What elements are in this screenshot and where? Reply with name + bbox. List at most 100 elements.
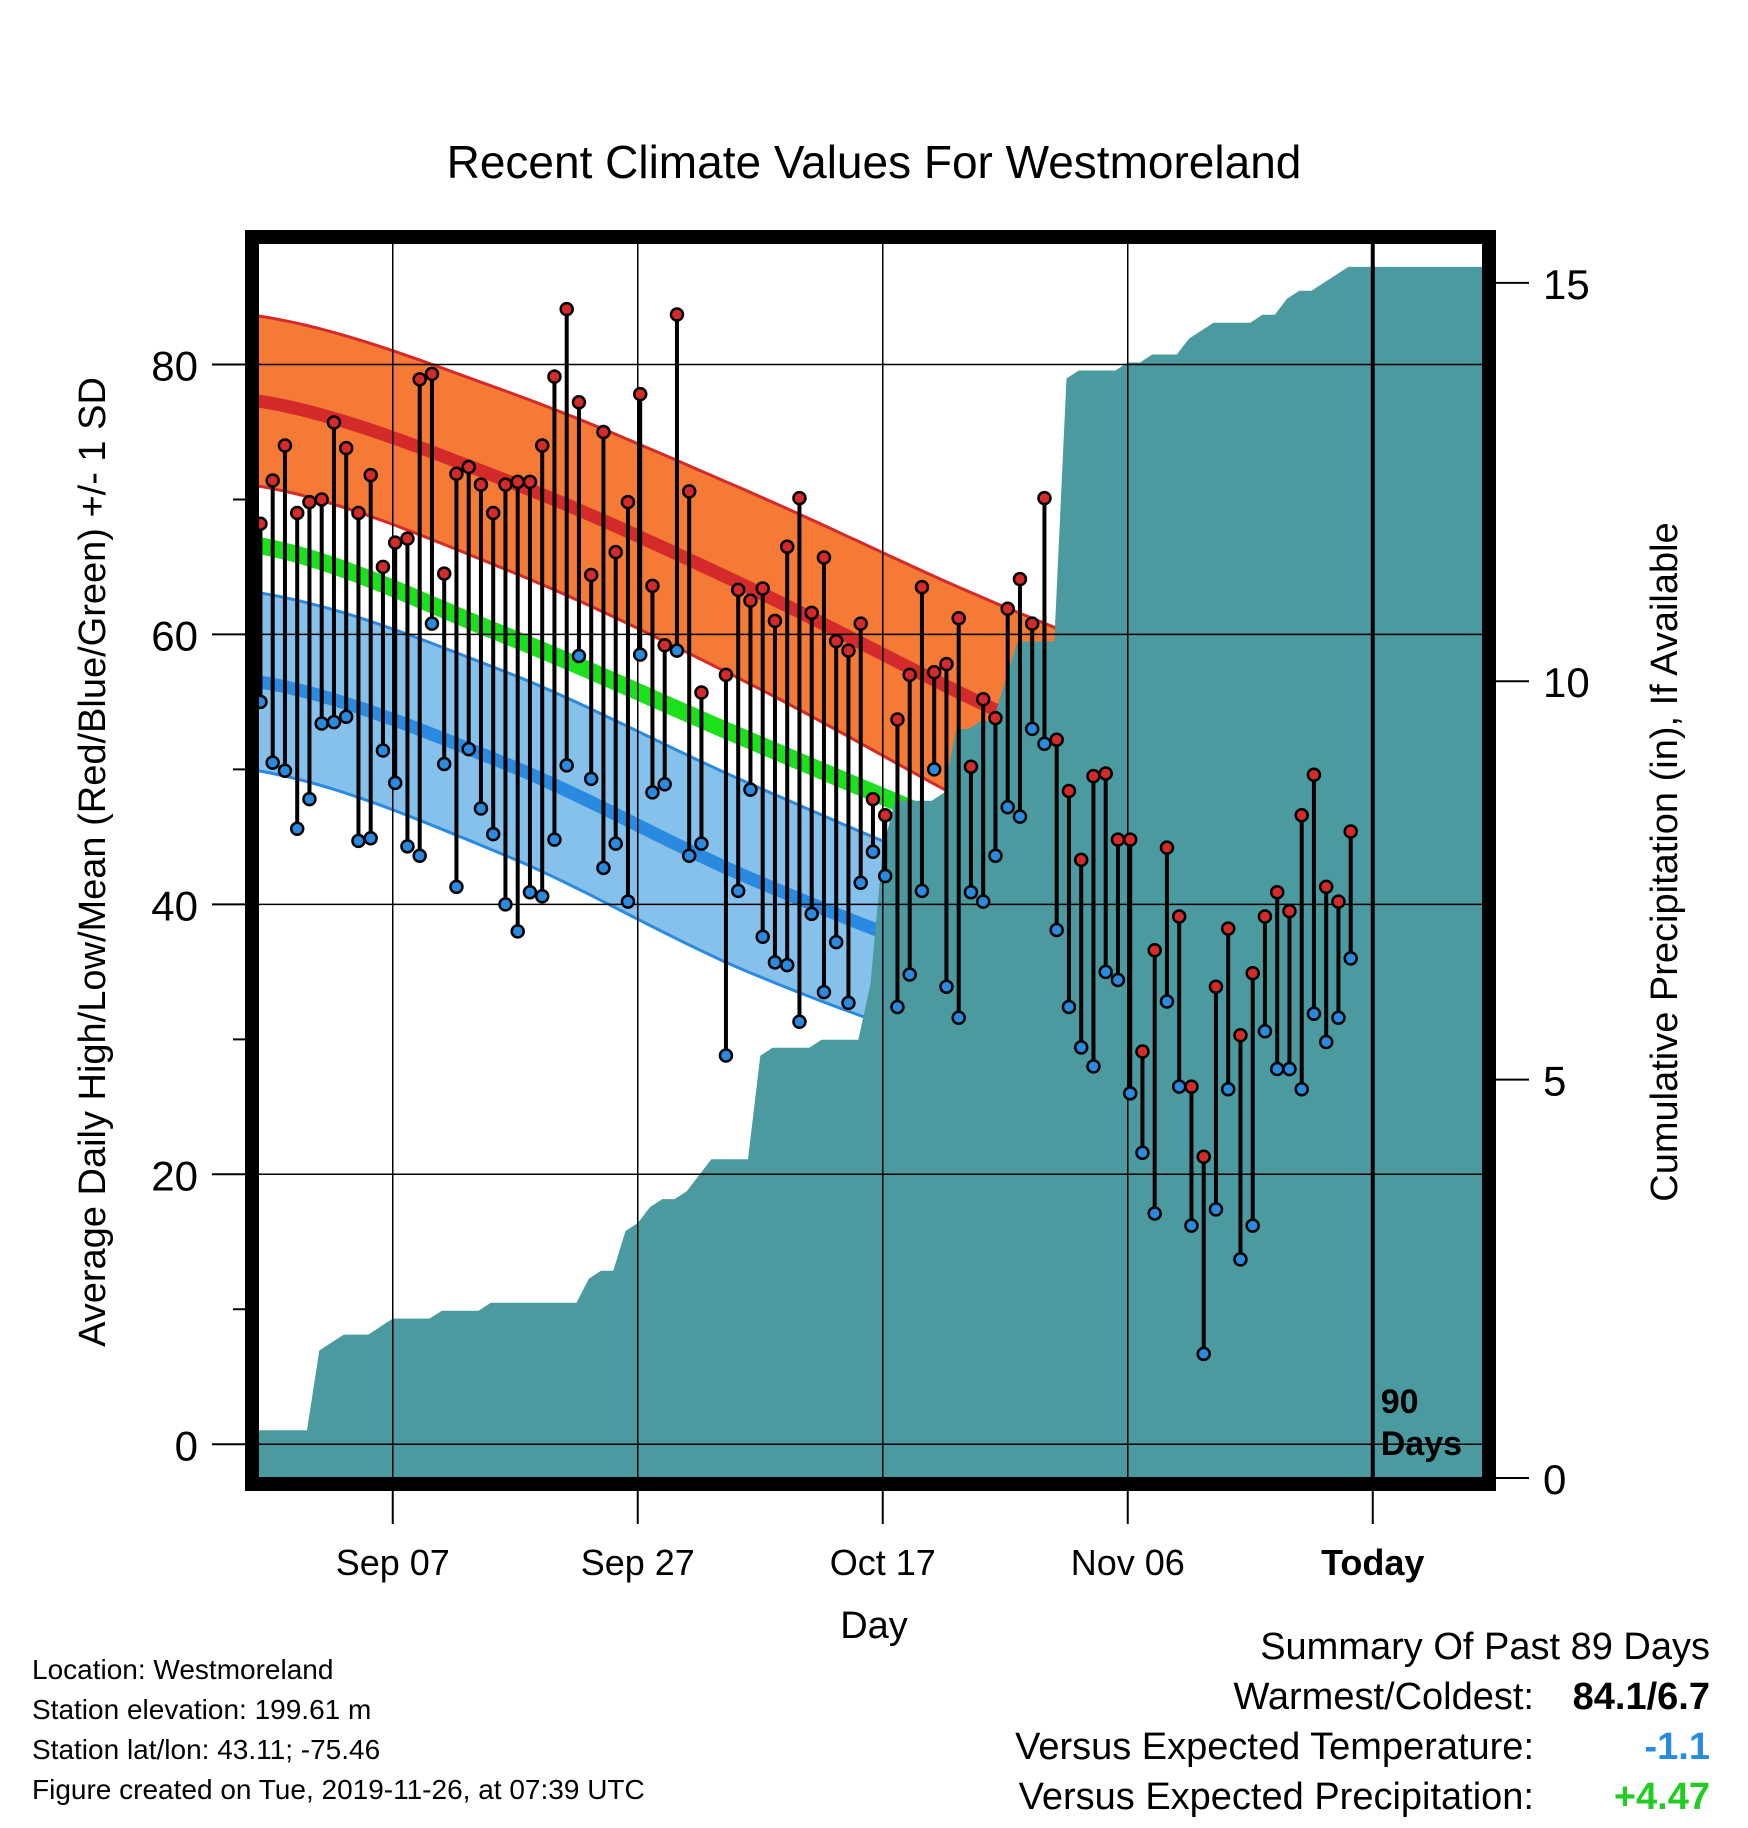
- low-point: [1294, 1082, 1309, 1097]
- x-tick-label: Oct 17: [830, 1542, 936, 1583]
- high-point: [547, 369, 562, 384]
- low-point: [865, 844, 881, 859]
- high-point: [265, 473, 280, 488]
- low-point: [657, 776, 672, 792]
- low-point: [265, 755, 280, 770]
- high-point: [1245, 965, 1260, 981]
- high-point: [449, 466, 464, 482]
- high-point: [571, 395, 587, 410]
- y2-tick-label: 0: [1543, 1456, 1566, 1503]
- high-point: [522, 474, 538, 490]
- low-point: [326, 714, 342, 730]
- high-point: [841, 643, 856, 658]
- high-point: [645, 578, 660, 594]
- chart-title: Recent Climate Values For Westmoreland: [446, 136, 1302, 188]
- warmest-coldest-label: Warmest/Coldest:: [1233, 1676, 1534, 1718]
- high-point: [1073, 852, 1089, 868]
- low-point: [620, 894, 636, 909]
- low-point: [314, 716, 329, 731]
- low-point: [804, 906, 819, 922]
- high-point: [804, 605, 819, 621]
- high-point: [902, 667, 917, 683]
- y-axis-label: Average Daily High/Low/Mean (Red/Blue/Gr…: [72, 377, 114, 1347]
- plot-area: 90 Days: [258, 243, 1483, 1478]
- y-tick-label: 40: [151, 882, 198, 929]
- low-point: [1110, 972, 1126, 988]
- high-point: [596, 424, 611, 440]
- low-point: [1135, 1145, 1150, 1160]
- y-tick-label: 60: [151, 612, 198, 659]
- low-point: [1343, 951, 1358, 966]
- low-point: [975, 894, 991, 909]
- low-point: [289, 821, 305, 837]
- low-point: [436, 756, 452, 772]
- low-point: [779, 957, 795, 973]
- low-point: [1196, 1346, 1211, 1362]
- precip-departure-label: Versus Expected Precipitation:: [1018, 1776, 1534, 1818]
- low-point: [1171, 1079, 1187, 1094]
- high-point: [258, 516, 268, 531]
- low-point: [841, 995, 856, 1011]
- low-point: [828, 934, 844, 950]
- low-point: [1306, 1006, 1322, 1021]
- high-point: [779, 539, 795, 554]
- y2-tick-label: 5: [1543, 1058, 1566, 1105]
- y-tick-label: 0: [175, 1422, 198, 1469]
- low-point: [522, 884, 538, 900]
- low-point: [1086, 1059, 1101, 1074]
- high-point: [1012, 571, 1028, 587]
- low-point: [571, 648, 587, 664]
- low-point: [338, 709, 354, 725]
- high-point: [951, 610, 966, 626]
- high-point: [694, 685, 709, 700]
- temp-departure-label: Versus Expected Temperature:: [1015, 1726, 1534, 1768]
- latlon-text: Station lat/lon: 43.11; -75.46: [32, 1734, 381, 1765]
- low-point: [645, 785, 660, 800]
- high-point: [792, 490, 807, 506]
- high-point: [620, 494, 636, 510]
- high-point: [877, 808, 893, 823]
- created-text: Figure created on Tue, 2019-11-26, at 07…: [32, 1774, 645, 1805]
- high-point: [326, 415, 342, 430]
- high-point: [351, 505, 366, 521]
- high-point: [816, 550, 832, 565]
- low-point: [1184, 1218, 1199, 1233]
- low-point: [363, 830, 378, 846]
- high-point: [657, 637, 672, 653]
- high-point: [1306, 767, 1322, 783]
- low-point: [890, 999, 905, 1015]
- y-tick-label: 20: [151, 1152, 198, 1199]
- low-point: [914, 883, 930, 899]
- low-point: [1257, 1023, 1273, 1039]
- low-point: [755, 929, 770, 945]
- high-point: [755, 581, 770, 596]
- summary-panel: Summary Of Past 89 Days Warmest/Coldest:…: [810, 1622, 1710, 1822]
- low-point: [302, 791, 317, 807]
- low-point: [1073, 1040, 1089, 1055]
- high-point: [1184, 1079, 1199, 1094]
- low-point: [902, 967, 917, 982]
- x-tick-label: Sep 27: [581, 1542, 695, 1583]
- low-point: [258, 694, 268, 710]
- low-point: [694, 836, 709, 851]
- high-point: [926, 664, 942, 680]
- summary-row-precip: Versus Expected Precipitation: +4.47: [810, 1772, 1710, 1822]
- low-point: [926, 762, 942, 777]
- high-point: [498, 477, 513, 492]
- high-point: [1122, 832, 1138, 847]
- high-point: [1220, 921, 1236, 936]
- y2-tick-label: 15: [1543, 261, 1590, 308]
- low-point: [449, 879, 464, 895]
- low-point: [1147, 1206, 1162, 1221]
- low-point: [1159, 994, 1175, 1009]
- low-point: [498, 897, 513, 912]
- low-point: [461, 741, 476, 757]
- high-point: [1147, 943, 1162, 958]
- high-point: [1196, 1149, 1211, 1165]
- high-point: [1037, 490, 1052, 506]
- low-point: [988, 848, 1003, 864]
- low-point: [718, 1048, 734, 1063]
- high-point: [632, 386, 648, 402]
- low-point: [743, 782, 758, 797]
